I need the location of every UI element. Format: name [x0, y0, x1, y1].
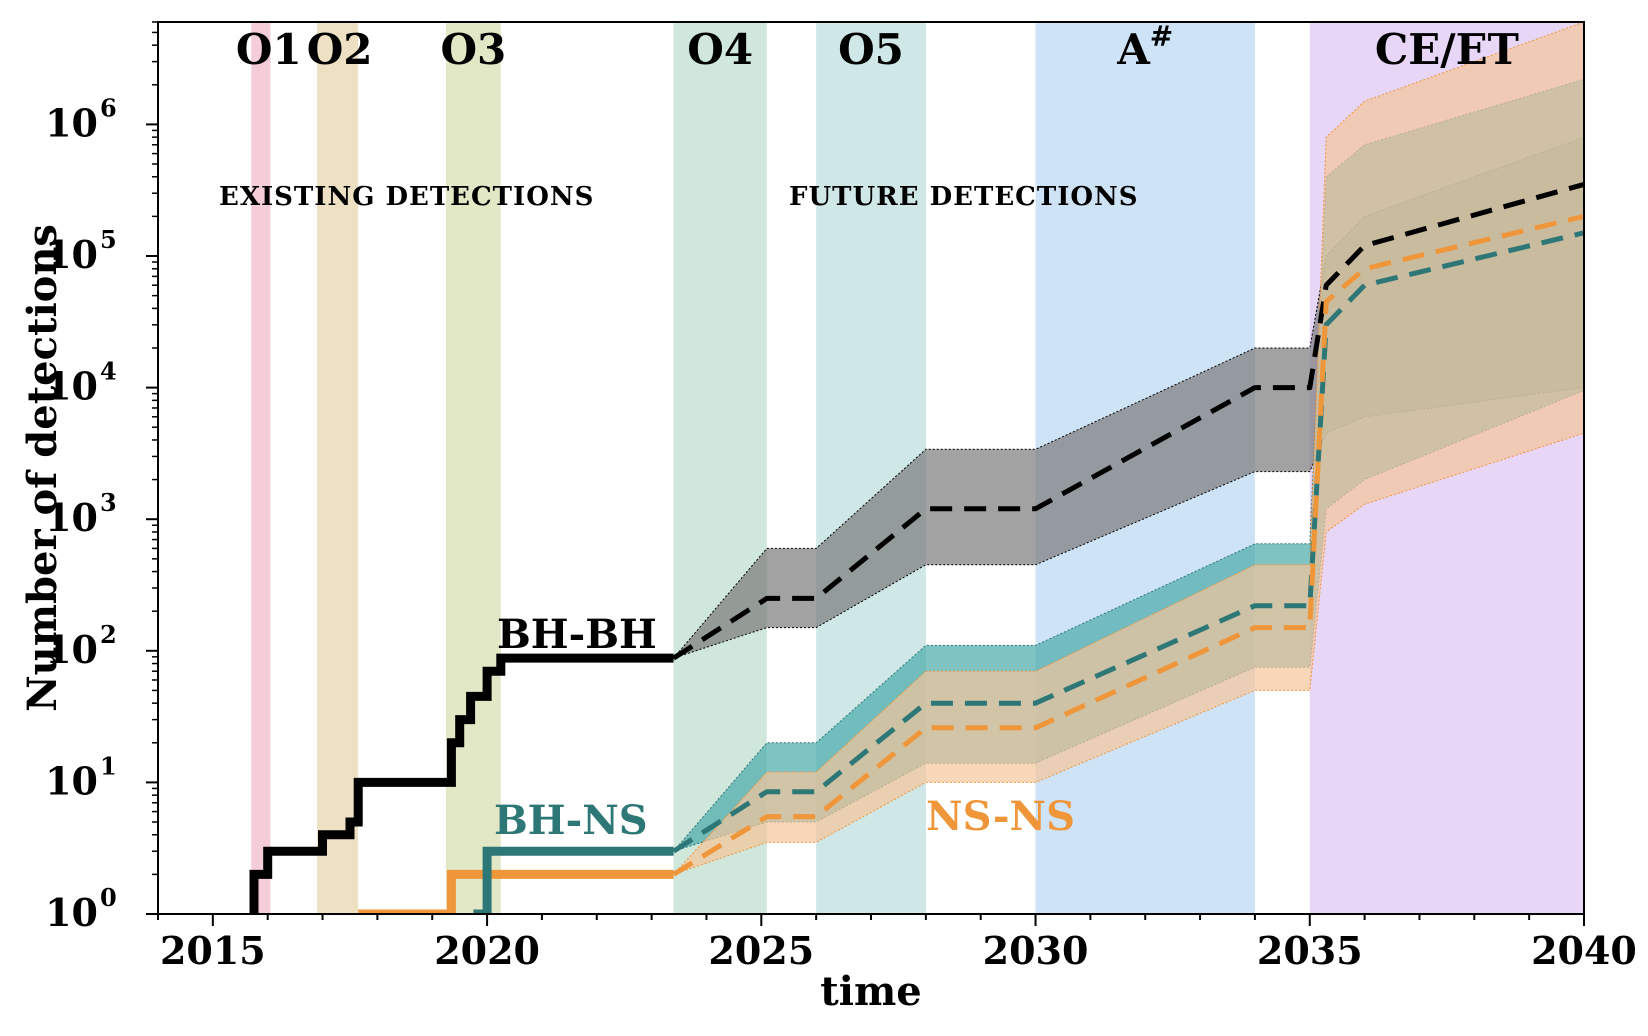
series-label-bh-ns: BH-NS	[494, 797, 648, 844]
series-label-ns-ns: NS-NS	[926, 793, 1075, 840]
y-tick-label: 10	[45, 890, 98, 935]
y-tick-label: 10	[45, 627, 98, 672]
run-band-o1	[251, 22, 271, 914]
y-tick-exponent: 4	[100, 357, 117, 386]
x-tick-label: 2030	[983, 928, 1089, 973]
x-tick-label: 2025	[708, 928, 814, 973]
y-tick-exponent: 2	[100, 620, 117, 649]
projection-lines	[672, 181, 1584, 877]
run-label-sup-a: #	[1150, 20, 1173, 53]
x-tick-label: 2015	[160, 928, 266, 973]
x-axis-ticks: 2015 2020 2025 2030 2035 2040	[157, 914, 1637, 973]
observing-run-labels: O1 O2 O3 O4 O5 A# CE/ET	[236, 20, 1519, 74]
run-label-o5: O5	[838, 25, 904, 74]
run-band-o2	[317, 22, 359, 914]
y-tick-exponent: 6	[100, 93, 117, 122]
y-tick-label: 10	[45, 364, 98, 409]
y-tick-label: 10	[45, 232, 98, 277]
existing-detections-caption: EXISTING DETECTIONS	[219, 182, 594, 212]
observed-lines	[249, 653, 674, 914]
run-label-o1: O1	[236, 25, 302, 74]
observed-line-ns-ns	[358, 869, 674, 914]
run-label-o4: O4	[687, 25, 753, 74]
y-tick-exponent: 5	[100, 225, 117, 254]
y-tick-exponent: 1	[100, 751, 117, 780]
future-detections-caption: FUTURE DETECTIONS	[789, 182, 1139, 212]
x-tick-label: 2020	[434, 928, 540, 973]
y-tick-label: 10	[45, 100, 98, 145]
x-tick-label: 2035	[1257, 928, 1363, 973]
x-tick-label: 2040	[1531, 928, 1637, 973]
x-axis-title: time	[820, 968, 921, 1015]
y-axis-title: Number of detections	[19, 224, 66, 712]
series-label-bh-bh: BH-BH	[497, 611, 657, 658]
y-tick-exponent: 0	[100, 883, 117, 912]
projection-line-ns-ns	[672, 213, 1584, 877]
band-ns-ns	[673, 22, 1584, 875]
run-label-o3: O3	[440, 25, 506, 74]
run-label-o2: O2	[307, 25, 373, 74]
run-label-ce-et: CE/ET	[1375, 25, 1519, 74]
observed-line-bh-ns	[473, 846, 674, 914]
y-tick-label: 10	[45, 495, 98, 540]
y-tick-label: 10	[45, 758, 98, 803]
observed-line-bh-bh	[249, 653, 674, 914]
projection-line-bh-ns	[672, 230, 1584, 854]
uncertainty-bands	[672, 22, 1584, 875]
y-tick-exponent: 3	[100, 488, 117, 517]
